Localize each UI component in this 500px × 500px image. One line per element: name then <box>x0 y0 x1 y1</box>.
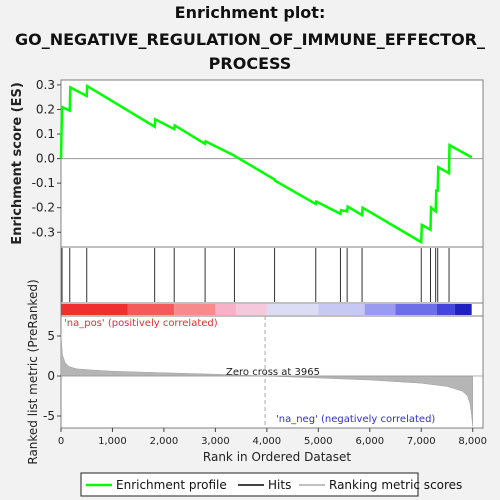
x-tick-label: 6,000 <box>355 436 384 447</box>
es-panel: 0.3 0.2 0.1 0.0 -0.1 -0.2 -0.3 Enrichment scor… <box>10 78 484 248</box>
heatmap-segment <box>174 304 216 315</box>
x-tick-label: 8,000 <box>458 436 487 447</box>
negative-correlation-label: 'na_neg' (negatively correlated) <box>276 414 435 425</box>
ranking-metric-area <box>60 334 473 427</box>
es-y-axis: 0.3 0.2 0.1 0.0 -0.1 -0.2 -0.3 <box>32 78 61 239</box>
x-tick-label: 5,000 <box>304 436 333 447</box>
positive-correlation-label: 'na_pos' (positively correlated) <box>64 318 218 329</box>
heatmap-segment <box>454 304 472 315</box>
heatmap-segment <box>61 304 128 315</box>
x-tick-label: 3,000 <box>201 436 230 447</box>
enrichment-profile-line <box>59 83 473 245</box>
title-line: Enrichment plot: <box>175 3 326 22</box>
metric-tick-label: -5 <box>43 409 55 423</box>
heatmap-segment <box>215 304 236 315</box>
ranking-heatmap-bar <box>61 304 472 315</box>
es-tick-label: 0.1 <box>36 127 55 141</box>
legend-label: Ranking metric scores <box>329 478 462 492</box>
heatmap-segment <box>436 304 455 315</box>
hits-frame <box>60 246 484 304</box>
legend-label: Enrichment profile <box>116 478 227 492</box>
es-tick-label: -0.2 <box>32 201 55 215</box>
heatmap-segment <box>395 304 437 315</box>
x-tick-label: 1,000 <box>98 436 127 447</box>
x-tick-label: 4,000 <box>253 436 282 447</box>
metric-tick-label: 0 <box>47 369 55 383</box>
metric-y-axis-label: Ranked list metric (PreRanked) <box>26 279 40 464</box>
x-tick-label: 7,000 <box>407 436 436 447</box>
x-tick-label: 2,000 <box>150 436 179 447</box>
legend-entries: Enrichment profile Hits Ranking metric sco… <box>86 478 462 492</box>
legend: Enrichment profile Hits Ranking metric sco… <box>80 472 462 497</box>
metric-panel: 5 0 -5 0 1,000 2,000 3,000 4,000 5,000 6,000 7,00… <box>26 279 487 464</box>
metric-y-axis: 5 0 -5 <box>43 329 61 423</box>
x-axis-label: Rank in Ordered Dataset <box>203 450 351 464</box>
title-line: GO_NEGATIVE_REGULATION_OF_IMMUNE_EFFECTO… <box>15 30 485 49</box>
heatmap-segment <box>266 304 319 315</box>
hit-markers <box>61 248 450 302</box>
heatmap-segment <box>318 304 365 315</box>
x-tick-label: 0 <box>58 436 64 447</box>
heatmap-segment <box>364 304 396 315</box>
legend-label: Hits <box>268 478 291 492</box>
es-tick-label: -0.3 <box>32 225 55 239</box>
es-tick-label: 0.3 <box>36 78 55 92</box>
es-plot-frame <box>60 79 484 248</box>
es-y-axis-label: Enrichment score (ES) <box>10 82 25 245</box>
chart-title: Enrichment plot: GO_NEGATIVE_REGULATION_O… <box>15 3 485 73</box>
hits-panel <box>60 246 484 304</box>
es-tick-label: 0.0 <box>36 152 55 166</box>
heatmap-segment <box>235 304 267 315</box>
es-tick-label: -0.1 <box>32 176 55 190</box>
es-tick-label: 0.2 <box>36 102 55 116</box>
title-line: PROCESS <box>209 54 292 73</box>
rank-x-axis: 0 1,000 2,000 3,000 4,000 5,000 6,000 7,000 8,00… <box>58 428 487 447</box>
zero-cross-label: Zero cross at 3965 <box>226 367 320 378</box>
heatmap-segment <box>127 304 175 315</box>
heatmap-panel <box>60 302 484 317</box>
metric-tick-label: 5 <box>47 329 55 343</box>
